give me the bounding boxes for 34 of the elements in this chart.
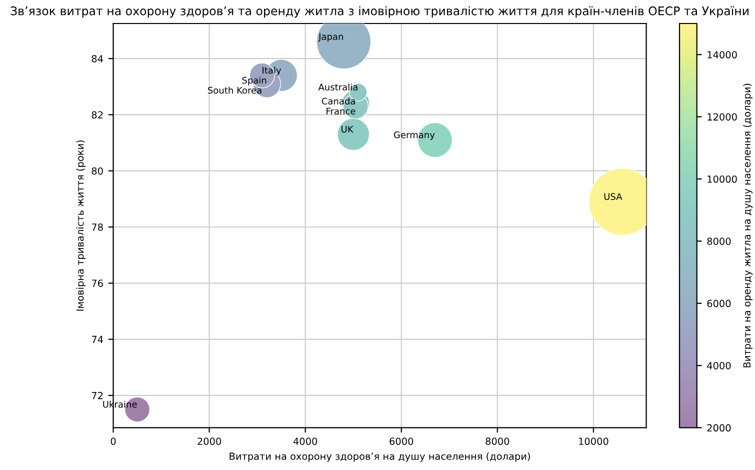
color-bar-title: Витрати на оренду житла на душу населення (долари)	[743, 84, 752, 368]
annotation: Spain	[242, 76, 266, 86]
y-tick-label: 72	[92, 392, 103, 400]
x-tick-label: 0	[110, 438, 116, 445]
color-bar-label: 14000	[708, 51, 737, 58]
color-bar-label: 10000	[708, 175, 737, 183]
y-tick-label: 84	[92, 55, 103, 62]
y-tick-label: 76	[92, 280, 103, 287]
annotation: Australia	[318, 84, 358, 91]
chart-title: Зв’язок витрат на охорону здоров’я та оренду житла з імовірною тривалістю життя для країн-членів ОЕСР та України	[10, 6, 748, 18]
y-axis-title: Імовірна тривалість життя (роки)	[76, 140, 86, 311]
y-tick-label: 78	[92, 223, 103, 231]
x-tick-label: 2000	[198, 438, 222, 445]
x-tick-label: 8000	[486, 438, 510, 445]
x-tick-label: 10000	[579, 438, 608, 445]
x-tick-label: 6000	[390, 438, 414, 445]
color-bar-label: 2000	[707, 424, 731, 432]
x-tick-label: 4000	[293, 438, 318, 445]
y-tick-label: 80	[92, 167, 103, 175]
annotation: Italy	[262, 66, 282, 76]
color-bar-label: 6000	[707, 300, 731, 308]
y-tick-label: 74	[92, 336, 103, 343]
annotation: Japan	[318, 33, 343, 42]
x-axis-title: Витрати на охорону здоров’я на душу населення (долари)	[230, 452, 530, 462]
annotation: UK	[342, 126, 354, 133]
color-bar-label: 4000	[707, 362, 731, 370]
annotation: France	[326, 108, 356, 115]
y-tick-label: 82	[92, 111, 103, 119]
color-bar-label: 12000	[708, 113, 737, 121]
annotation: Canada	[322, 98, 355, 105]
annotation: Germany	[394, 131, 435, 140]
color-bar-label: 8000	[707, 238, 731, 245]
annotation: South Korea	[208, 86, 262, 94]
annotation: USA	[604, 193, 622, 200]
